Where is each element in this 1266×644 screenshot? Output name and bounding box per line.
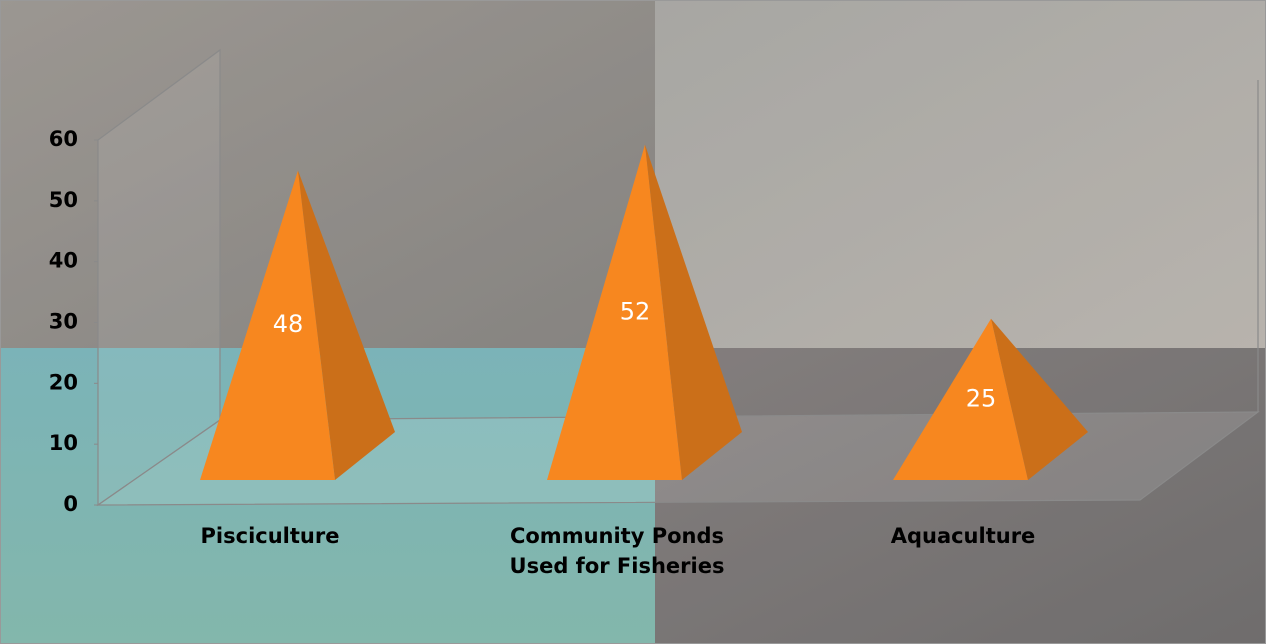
pyramid-front xyxy=(200,170,335,481)
data-label: 25 xyxy=(966,384,997,412)
pyramid-front xyxy=(547,144,682,481)
pyramid-side xyxy=(645,144,742,481)
pyramid xyxy=(547,144,742,481)
y-tick-label: 10 xyxy=(49,431,78,455)
x-tick-label: Pisciculture xyxy=(201,524,340,548)
y-tick-label: 20 xyxy=(49,370,78,394)
label-line: Community Ponds xyxy=(510,524,724,548)
pyramid xyxy=(893,318,1088,480)
y-tick-label: 60 xyxy=(49,127,78,151)
x-tick-label: Aquaculture xyxy=(891,524,1036,548)
pyramid xyxy=(200,170,395,481)
y-tick-label: 40 xyxy=(49,249,78,273)
pyramid-front xyxy=(893,318,1028,480)
y-tick-label: 50 xyxy=(49,188,78,212)
x-tick-label: Community Ponds Used for Fisheries xyxy=(510,524,725,578)
pyramid-side xyxy=(298,170,395,481)
data-label: 48 xyxy=(273,310,304,338)
y-tick-label: 30 xyxy=(49,310,78,334)
data-label: 52 xyxy=(620,297,651,325)
pyramid-side xyxy=(991,318,1088,480)
y-tick-label: 0 xyxy=(63,492,78,516)
label-line: Used for Fisheries xyxy=(510,554,725,578)
